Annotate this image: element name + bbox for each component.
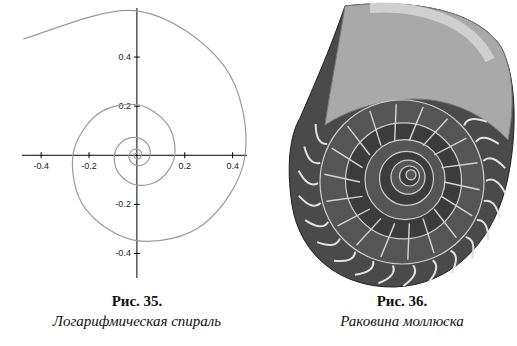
shell-rib [317,238,340,245]
shell-whorl [365,140,445,220]
x-tick-label: 0.4 [226,161,239,171]
shell-whorl [320,100,484,264]
shell-outline [289,4,514,287]
shell-rib [428,260,436,282]
y-tick-label: 0.4 [118,52,131,62]
shell-rib [316,124,328,144]
shell-rib [348,126,370,155]
shell-rib [451,251,456,274]
shell-rib [370,111,381,146]
y-tick [134,106,140,107]
shell-rib [423,119,448,146]
shell-rib [305,220,328,226]
shell-rib [334,252,355,261]
shell-rib [299,171,318,185]
shell-whorl [406,170,416,180]
shell-rib [381,223,395,257]
y-tick-label: -0.2 [115,199,131,209]
x-tick-label: 0.2 [179,161,192,171]
shell-whorl [346,123,462,239]
shell-band [370,8,490,60]
shell-image [289,4,514,287]
shell-rib [484,201,500,218]
shell-rib [332,148,363,167]
x-tick [89,152,90,158]
shell-rib [356,218,381,245]
shell-rib [355,261,373,275]
y-tick-label: -0.4 [115,248,131,258]
shell-rib [324,174,360,182]
shell-rib [486,180,505,194]
shell-rib [403,265,415,286]
x-tick [232,152,233,158]
figure: -0.4 -0.2 0.2 0.4 -0.4 -0.2 0.2 0.4 [0,0,517,346]
shell-whorl [391,160,425,194]
shell-rib [338,209,370,226]
shell-rib [434,138,466,155]
shell-rib [477,220,489,240]
caption-title: Логарифмическая спираль [17,313,257,330]
plot-area [23,10,246,241]
y-axis [136,8,137,278]
shell-rib [326,196,362,201]
y-tick [134,204,140,205]
y-tick [134,253,140,254]
shell-rib [423,218,434,253]
shell-rib [441,196,472,215]
spiral-line [23,10,246,241]
shell-rib [466,237,474,259]
shell-whorl [400,166,420,186]
shell-rib [434,209,456,238]
shell-rib [304,146,320,163]
shell-rib [395,104,396,140]
x-tick-label: -0.2 [81,161,97,171]
shell-rib [378,266,393,284]
shell-whorl [380,151,434,205]
shell-rib [476,138,499,144]
shell-rib [444,182,480,190]
shell-rib [408,223,409,259]
caption-title: Раковина моллюска [282,313,517,330]
shell-rib [299,196,321,206]
caption-number: Рис. 36. [282,293,517,310]
y-tick-label: 0.2 [118,101,131,111]
shell-rib [409,107,423,141]
x-tick [41,152,42,158]
shell-rib [464,119,487,126]
caption-number: Рис. 35. [17,293,257,310]
shell-rib [483,158,505,168]
shell-rib [441,163,477,168]
y-tick [134,57,140,58]
x-tick [184,152,185,158]
x-tick-label: -0.4 [33,161,49,171]
